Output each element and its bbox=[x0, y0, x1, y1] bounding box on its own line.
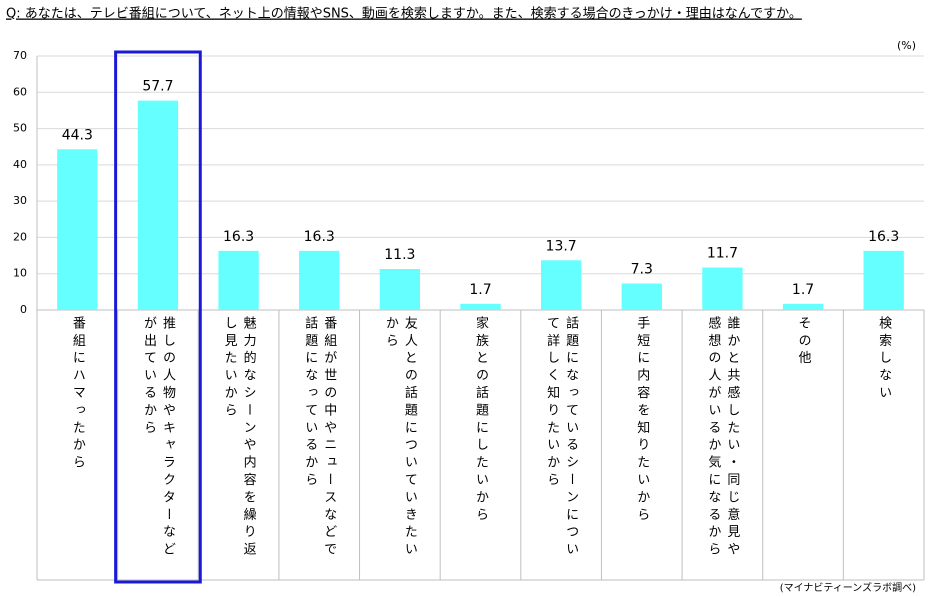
bar bbox=[137, 100, 179, 310]
x-tick-label: 友人との話題についていきたいから bbox=[382, 316, 417, 560]
x-tick-label: 推しの人物やキャラクターなどが出ているから bbox=[140, 316, 175, 560]
bar bbox=[540, 260, 582, 310]
x-tick-label: 番組が世の中やニュースなどで話題になっているから bbox=[302, 316, 337, 560]
x-tick-label: 検索しない bbox=[876, 316, 892, 403]
y-tick-label: 40 bbox=[13, 158, 27, 171]
value-label: 16.3 bbox=[223, 229, 254, 245]
value-label: 57.7 bbox=[142, 79, 173, 95]
value-label: 13.7 bbox=[546, 238, 577, 254]
y-tick-label: 60 bbox=[13, 85, 27, 98]
y-tick-label: 0 bbox=[20, 303, 27, 316]
value-label: 16.3 bbox=[304, 229, 335, 245]
value-label: 11.3 bbox=[384, 247, 415, 263]
y-tick-label: 10 bbox=[13, 267, 27, 280]
bar bbox=[218, 250, 259, 310]
value-label: 1.7 bbox=[469, 282, 491, 298]
x-tick-label: 誰かと共感したい・同じ意見や感想の人がいるか気になるから bbox=[705, 316, 740, 560]
unit-label: (%) bbox=[897, 39, 916, 52]
value-label: 7.3 bbox=[631, 262, 653, 278]
bar bbox=[299, 250, 340, 310]
y-tick-label: 50 bbox=[13, 122, 27, 135]
bar bbox=[863, 250, 904, 310]
value-label: 44.3 bbox=[62, 127, 93, 143]
chart-title: Q: あなたは、テレビ番組について、ネット上の情報やSNS、動画を検索しますか。… bbox=[6, 7, 802, 22]
bar bbox=[460, 303, 501, 310]
bar bbox=[782, 303, 824, 310]
x-tick-label: その他 bbox=[795, 316, 811, 369]
value-label: 16.3 bbox=[868, 229, 899, 245]
y-tick-label: 20 bbox=[13, 230, 27, 243]
highlight-box bbox=[114, 50, 202, 584]
x-tick-label: 魅力的なシーンや内容を繰り返し見たいから bbox=[221, 316, 256, 560]
y-tick-label: 70 bbox=[13, 49, 27, 62]
bar bbox=[379, 268, 421, 310]
source: (マイナビティーンズラボ調べ) bbox=[780, 581, 916, 594]
x-tick-label: 番組にハマったから bbox=[69, 316, 85, 473]
x-tick-label: 手短に内容を知りたいから bbox=[634, 316, 650, 525]
bar bbox=[621, 283, 662, 310]
value-label: 11.7 bbox=[707, 246, 738, 262]
bar bbox=[702, 267, 743, 310]
x-tick-label: 家族との話題にしたいから bbox=[473, 316, 488, 525]
value-label: 1.7 bbox=[792, 282, 814, 298]
bar bbox=[57, 149, 98, 310]
y-tick-label: 30 bbox=[13, 194, 27, 207]
x-tick-label: 話題になっているシーンについて詳しく知りたいから bbox=[544, 316, 579, 560]
